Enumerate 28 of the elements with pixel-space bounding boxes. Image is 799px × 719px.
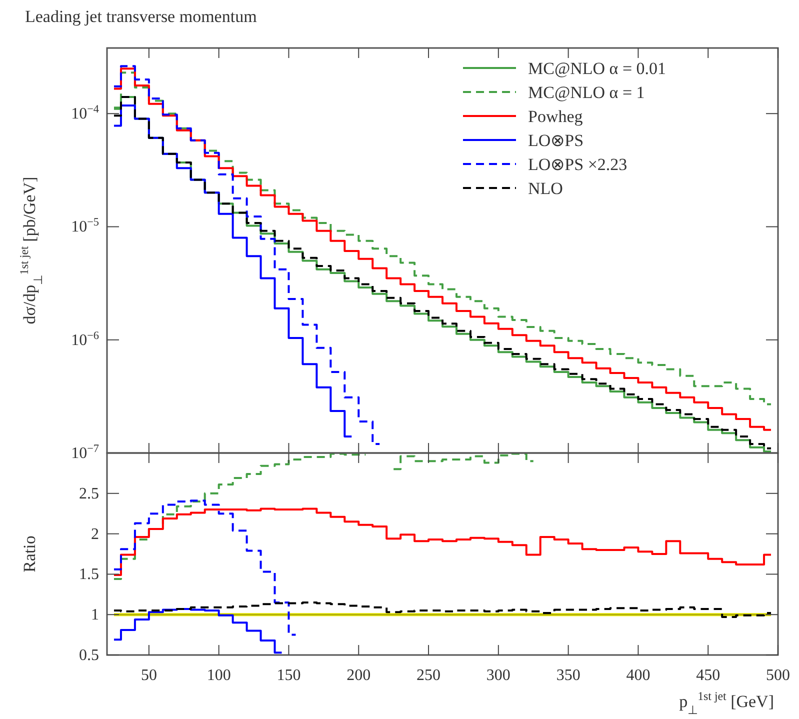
legend-label: NLO bbox=[528, 179, 563, 198]
y-tick-label: 2.5 bbox=[79, 485, 99, 502]
x-tick-label: 250 bbox=[416, 667, 441, 684]
y-tick-label: 10$^{−5}$ bbox=[71, 216, 100, 236]
legend-label: LO⊗PS bbox=[528, 131, 584, 150]
x-tick-label: 400 bbox=[626, 667, 650, 684]
chart-title: Leading jet transverse momentum bbox=[25, 7, 257, 26]
x-tick-label: 200 bbox=[346, 667, 371, 684]
y-tick-label: 2 bbox=[91, 526, 99, 543]
y-axis-title: Ratio bbox=[20, 536, 39, 572]
y-tick-label: 10$^{−7}$ bbox=[71, 443, 100, 462]
x-tick-label: 150 bbox=[276, 667, 301, 684]
y-tick-label: 10$^{−4}$ bbox=[71, 104, 100, 123]
legend-label: MC@NLO α = 1 bbox=[528, 83, 645, 102]
x-tick-label: 500 bbox=[766, 667, 790, 684]
y-tick-label: 10$^{−6}$ bbox=[71, 330, 100, 349]
x-tick-label: 100 bbox=[206, 667, 231, 684]
x-tick-label: 300 bbox=[486, 667, 510, 684]
y-tick-label: 1 bbox=[91, 606, 99, 624]
x-axis-title: p$_{⊥}$$^{1st jet}$ [GeV] bbox=[679, 689, 774, 717]
x-tick-label: 50 bbox=[140, 667, 157, 684]
legend-label: MC@NLO α = 0.01 bbox=[528, 59, 666, 78]
x-tick-label: 450 bbox=[696, 667, 720, 684]
legend-label: LO⊗PS ×2.23 bbox=[528, 155, 628, 174]
y-tick-label: 0.5 bbox=[79, 647, 99, 664]
y-tick-label: 1.5 bbox=[79, 566, 99, 584]
x-tick-label: 350 bbox=[556, 667, 580, 684]
legend-label: Powheg bbox=[528, 107, 584, 126]
